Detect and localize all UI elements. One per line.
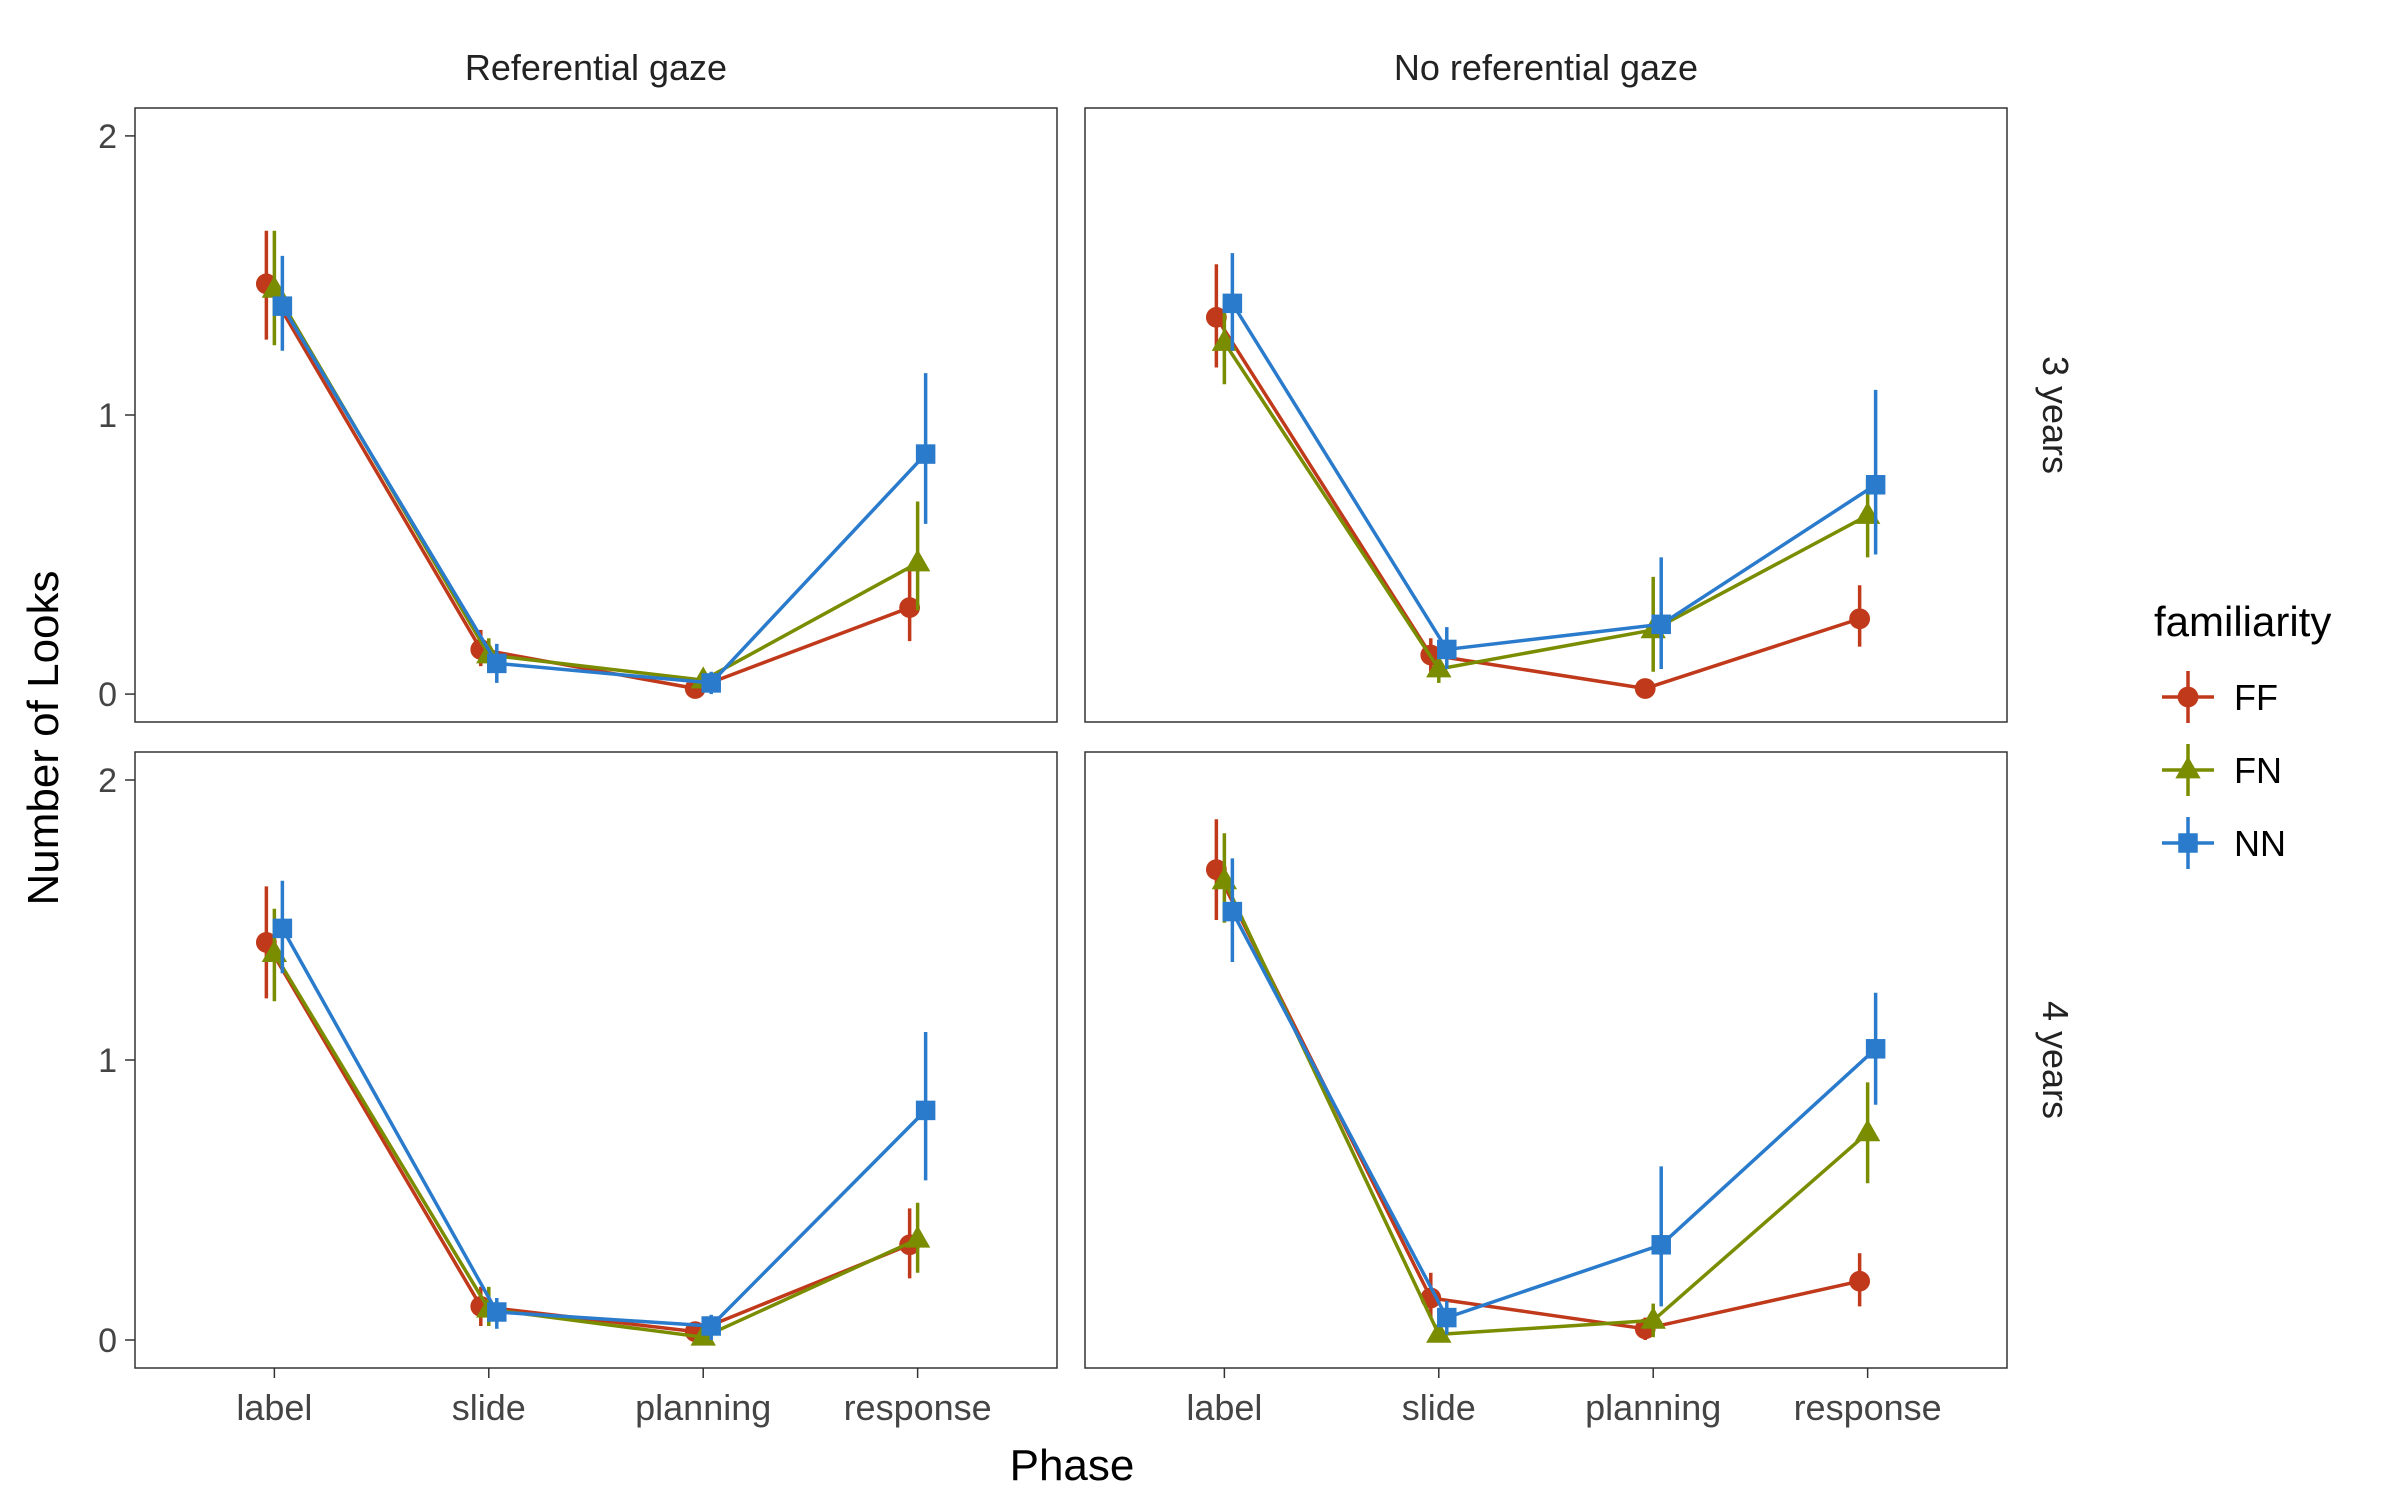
- series-fn: [1211, 300, 1881, 683]
- column-facet-label: Referential gaze: [465, 47, 727, 88]
- panel: label slide planning response 4 years: [1084, 751, 2076, 1428]
- data-point: [272, 296, 293, 316]
- data-point: [1865, 475, 1886, 495]
- data-point: [701, 1316, 721, 1336]
- data-point: [1437, 639, 1457, 660]
- y-tick-label: 0: [98, 676, 117, 714]
- series-line: [280, 305, 927, 685]
- series-line: [1222, 341, 1869, 671]
- data-point: [1849, 1270, 1871, 1292]
- data-point: [1426, 1320, 1452, 1343]
- data-point: [904, 549, 931, 572]
- series-line: [264, 282, 911, 691]
- data-point: [1651, 1235, 1671, 1255]
- legend-item-nn: NN: [2162, 817, 2286, 869]
- legend-label: FN: [2234, 750, 2282, 791]
- data-point: [701, 673, 721, 693]
- data-point: [1640, 1306, 1666, 1329]
- series-line: [1230, 302, 1877, 652]
- legend-label: NN: [2234, 823, 2286, 864]
- legend-key-marker: [2178, 833, 2198, 853]
- data-point: [1865, 1039, 1886, 1059]
- panel-border: [134, 751, 1058, 1369]
- data-point: [1222, 293, 1243, 314]
- data-point: [899, 597, 921, 618]
- panel-border: [1084, 107, 2008, 723]
- data-point: [1205, 306, 1227, 328]
- data-point: [272, 918, 293, 939]
- y-tick-label: 0: [98, 1322, 117, 1360]
- panel-border: [134, 107, 1058, 723]
- legend-keys: FF FN NN: [2162, 671, 2286, 869]
- legend: familiarity FF FN NN: [2154, 598, 2331, 869]
- y-axis-title: Number of Looks: [19, 570, 68, 905]
- panel-border: [1084, 751, 2008, 1369]
- panel: 0 1 2 label slide planning response: [98, 751, 1058, 1428]
- legend-item-ff: FF: [2162, 671, 2278, 723]
- data-point: [915, 1100, 936, 1121]
- legend-key-marker: [2177, 686, 2199, 708]
- legend-item-fn: FN: [2162, 744, 2282, 796]
- y-tick-label: 2: [98, 118, 117, 156]
- data-point: [915, 444, 936, 464]
- series-line: [280, 927, 927, 1328]
- data-point: [1426, 655, 1452, 678]
- data-point: [487, 653, 507, 674]
- x-tick-label: response: [844, 1387, 992, 1428]
- data-point: [1854, 1119, 1881, 1142]
- series-line: [1214, 316, 1861, 691]
- x-axis-title: Phase: [1010, 1441, 1135, 1490]
- data-point: [1222, 901, 1243, 922]
- data-point: [1634, 678, 1656, 699]
- series-nn: [272, 255, 936, 695]
- series-line: [1230, 910, 1877, 1320]
- x-tick-label: label: [236, 1387, 312, 1428]
- x-tick-label: response: [1794, 1387, 1942, 1428]
- y-tick-label: 1: [98, 1042, 117, 1080]
- legend-label: FF: [2234, 677, 2278, 718]
- data-point: [1437, 1307, 1457, 1328]
- data-point: [487, 1302, 507, 1322]
- series-line: [272, 952, 919, 1339]
- legend-title: familiarity: [2154, 598, 2331, 645]
- data-point: [904, 1225, 931, 1248]
- data-point: [1651, 614, 1671, 635]
- series-ff: [255, 230, 921, 699]
- series-nn: [1222, 253, 1886, 669]
- x-tick-label: planning: [1585, 1387, 1721, 1428]
- x-tick-label: slide: [1402, 1387, 1476, 1428]
- series-nn: [272, 880, 936, 1340]
- legend-key-marker: [2175, 756, 2201, 779]
- panels: 0 1 2 Referential gaze No referential gaze 3 …: [98, 47, 2076, 1428]
- y-tick-label: 1: [98, 397, 117, 435]
- panel: No referential gaze 3 years: [1084, 47, 2076, 723]
- data-point: [1849, 608, 1871, 630]
- row-facet-label: 4 years: [2035, 1001, 2076, 1119]
- series-line: [1222, 880, 1869, 1337]
- y-tick-label: 2: [98, 762, 117, 800]
- x-tick-label: slide: [452, 1387, 526, 1428]
- column-facet-label: No referential gaze: [1394, 47, 1698, 88]
- row-facet-label: 3 years: [2035, 356, 2076, 474]
- series-nn: [1222, 858, 1886, 1335]
- x-tick-label: label: [1186, 1387, 1262, 1428]
- x-tick-label: planning: [635, 1387, 771, 1428]
- panel: 0 1 2 Referential gaze: [98, 47, 1058, 723]
